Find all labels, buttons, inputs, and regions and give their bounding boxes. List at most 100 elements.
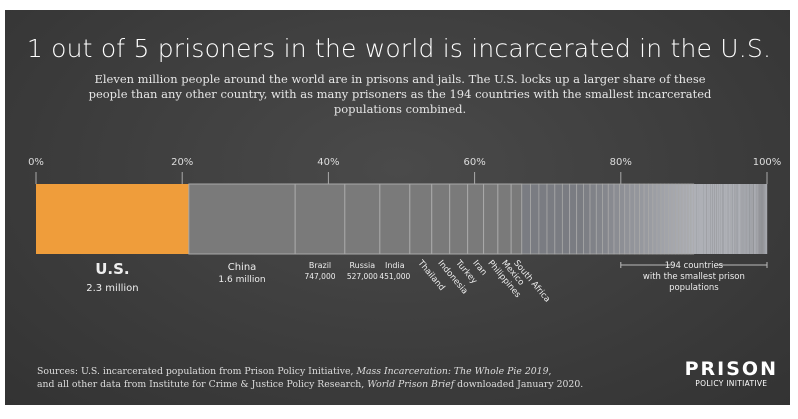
bar-segment-other [671, 183, 676, 255]
bar-segment-other [716, 184, 719, 254]
bar-segment-other [576, 183, 584, 255]
tick-label: 100% [753, 157, 782, 168]
bar-segment-india [379, 183, 411, 255]
bracket-label: populations [669, 283, 719, 293]
bar-segment-other [740, 184, 742, 254]
bar-segment-other [725, 184, 728, 254]
segment-value: 527,000 [347, 272, 378, 281]
segment-name: China [228, 262, 257, 273]
bar-segment-other [722, 184, 724, 254]
bar-segment-russia [344, 183, 381, 255]
bar-segment-other [714, 184, 717, 254]
bar-segment-u-s- [36, 184, 189, 254]
bar-segment-mexico [497, 183, 512, 255]
bar-segment-other [554, 183, 563, 255]
bar-segment-other [561, 183, 571, 255]
bar-segment-other [745, 184, 747, 254]
bar-segment-other [752, 184, 753, 254]
chart-subtitle: Eleven million people around the world a… [88, 72, 712, 116]
bar-segment-indonesia [431, 183, 451, 255]
segment-value: 1.6 million [218, 275, 265, 285]
bar-segment-other [619, 183, 626, 255]
bar-segment-other [656, 183, 662, 255]
tick-label: 60% [463, 157, 485, 168]
sources-note: Sources: U.S. incarcerated population fr… [37, 366, 583, 391]
bar-segment-other [613, 183, 620, 255]
bar-segment-other [693, 184, 697, 254]
bar-segment-china [188, 183, 296, 255]
bar-segment-other [734, 184, 736, 254]
bar-segment-other [521, 183, 531, 255]
bar-segment-other [742, 184, 744, 254]
tick-label: 0% [28, 157, 44, 168]
segment-name: Brazil [309, 261, 331, 270]
bar-segment-other [652, 183, 658, 255]
bar-segment-other [678, 183, 683, 255]
bar-segment-other [687, 183, 692, 255]
bar-segment-other [723, 184, 726, 254]
bar-segment-other [755, 184, 756, 254]
bar-segment-other [748, 184, 750, 254]
bar-segment-other [675, 183, 680, 255]
bar-segment-other [706, 184, 709, 254]
bar-segment-other [681, 183, 686, 255]
bar-segment-other [720, 184, 723, 254]
bracket-label: with the smallest prison [643, 272, 745, 282]
bar-segment-other [595, 183, 603, 255]
bar-segment-other [731, 184, 733, 254]
chart-title: 1 out of 5 prisoners in the world is inc… [26, 34, 772, 63]
segment-name: India [385, 261, 405, 270]
bar-segment-other [569, 183, 578, 255]
bar-segment-other [718, 184, 721, 254]
bar-segment-other [727, 184, 729, 254]
bar-segment-other [741, 184, 743, 254]
bracket-label: 194 countries [665, 261, 724, 271]
bar-segment-other [684, 183, 689, 255]
bar-segment-other [639, 183, 645, 255]
bar-segment-other [738, 184, 741, 254]
segment-name: Russia [349, 261, 375, 270]
bar-segment-other [703, 184, 707, 254]
bar-segment-other [756, 184, 757, 254]
bar-segment-thailand [409, 183, 433, 255]
segment-value: 2.3 million [86, 283, 138, 294]
bar-segment-other [607, 183, 615, 255]
bar-segment-other [530, 183, 540, 255]
bar-segment-other [747, 184, 749, 254]
bar-segment-other [696, 184, 699, 254]
prison-policy-initiative-logo: PRISON POLICY INITIATIVE [685, 359, 778, 388]
bar-segment-other [634, 183, 640, 255]
bar-segment-other [546, 183, 556, 255]
bar-segment-other [698, 184, 702, 254]
bar-segment-other [749, 184, 751, 254]
sources-text: and all other data from Institute for Cr… [37, 378, 368, 390]
bar-segment-other [737, 184, 739, 254]
sources-title: Mass Incarceration: The Whole Pie 2019 [356, 366, 549, 377]
sources-text: downloaded January 2020. [454, 378, 584, 390]
bar-segment-turkey [449, 183, 469, 255]
bar-segment-other [743, 184, 745, 254]
sources-title: World Prison Brief [367, 378, 455, 390]
bar-segment-other [589, 183, 597, 255]
bar-segment-other [753, 184, 754, 254]
logo-line1: PRISON [684, 358, 778, 380]
bar-segment-other [746, 184, 748, 254]
bar-segment-other [712, 184, 715, 254]
bar-segment-other [538, 183, 548, 255]
bar-segment-other [708, 184, 711, 254]
bar-segment-other [602, 183, 609, 255]
bar-segment-iran [467, 183, 485, 255]
bar-segment-other [732, 184, 735, 254]
bar-segment-other [730, 184, 732, 254]
bar-segment-other [754, 184, 756, 254]
sources-text: , [548, 366, 552, 377]
bar-segment-other [664, 183, 669, 255]
bar-segment-other [624, 183, 631, 255]
bar-segment-south-africa [510, 183, 523, 255]
bar-segment-other [750, 184, 752, 254]
bar-segment-other [668, 183, 673, 255]
logo-line2: POLICY INITIATIVE [695, 379, 768, 388]
tick-label: 40% [317, 157, 339, 168]
bar-segment-other [728, 184, 731, 254]
